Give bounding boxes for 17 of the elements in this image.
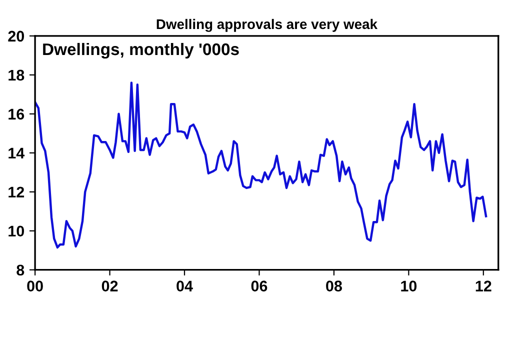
x-tick-label: 04 <box>176 280 193 292</box>
x-tick-label: 08 <box>326 280 342 292</box>
chart-title: Dwelling approvals are very weak <box>156 18 378 32</box>
x-tick-label: 02 <box>102 280 118 292</box>
y-tick-label: 8 <box>16 264 24 276</box>
x-tick-label: 12 <box>476 280 492 292</box>
y-tick-label: 16 <box>8 108 24 120</box>
y-tick-label: 14 <box>8 148 25 158</box>
annotation: Dwellings, monthly '000s <box>43 42 239 59</box>
x-tick-label: 10 <box>401 280 417 292</box>
y-tick-label: 20 <box>8 30 24 42</box>
y-tick-label: 10 <box>8 226 24 237</box>
x-tick-label: 06 <box>251 280 268 292</box>
line-series <box>35 82 488 249</box>
y-tick-label: 18 <box>8 70 24 81</box>
y-tick-label: 12 <box>8 186 24 198</box>
x-tick-label: 00 <box>27 280 43 292</box>
